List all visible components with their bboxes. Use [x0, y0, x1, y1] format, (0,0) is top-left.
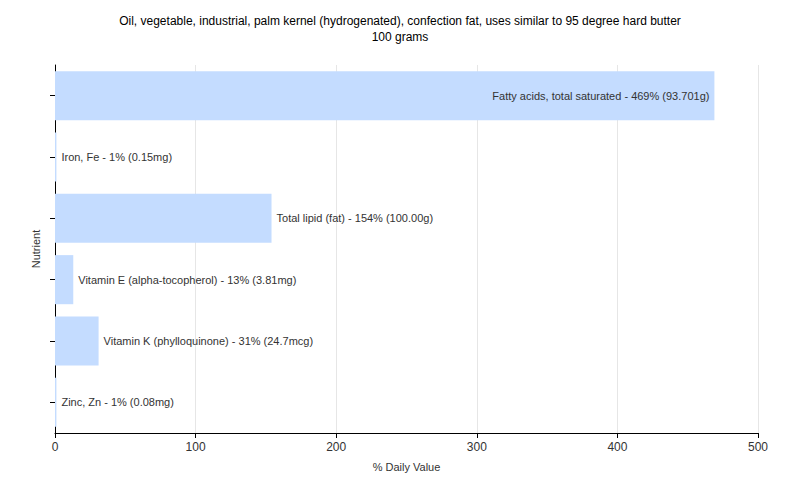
svg-text:100: 100 — [186, 440, 206, 454]
svg-text:Total lipid (fat) - 154% (100.: Total lipid (fat) - 154% (100.00g) — [277, 212, 434, 224]
svg-text:200: 200 — [326, 440, 346, 454]
svg-text:Fatty acids, total saturated -: Fatty acids, total saturated - 469% (93.… — [492, 90, 709, 102]
svg-text:Vitamin K (phylloquinone) - 31: Vitamin K (phylloquinone) - 31% (24.7mcg… — [104, 335, 314, 347]
svg-text:Oil, vegetable, industrial, pa: Oil, vegetable, industrial, palm kernel … — [119, 14, 681, 28]
svg-text:Iron, Fe - 1% (0.15mg): Iron, Fe - 1% (0.15mg) — [61, 151, 172, 163]
svg-text:Vitamin E (alpha-tocopherol) -: Vitamin E (alpha-tocopherol) - 13% (3.81… — [78, 274, 296, 286]
svg-text:100 grams: 100 grams — [372, 30, 429, 44]
svg-text:% Daily Value: % Daily Value — [373, 461, 441, 473]
svg-text:400: 400 — [607, 440, 627, 454]
svg-text:Zinc, Zn - 1% (0.08mg): Zinc, Zn - 1% (0.08mg) — [61, 396, 173, 408]
svg-text:Nutrient: Nutrient — [30, 230, 42, 269]
svg-text:500: 500 — [748, 440, 768, 454]
svg-text:300: 300 — [467, 440, 487, 454]
svg-text:0: 0 — [52, 440, 59, 454]
